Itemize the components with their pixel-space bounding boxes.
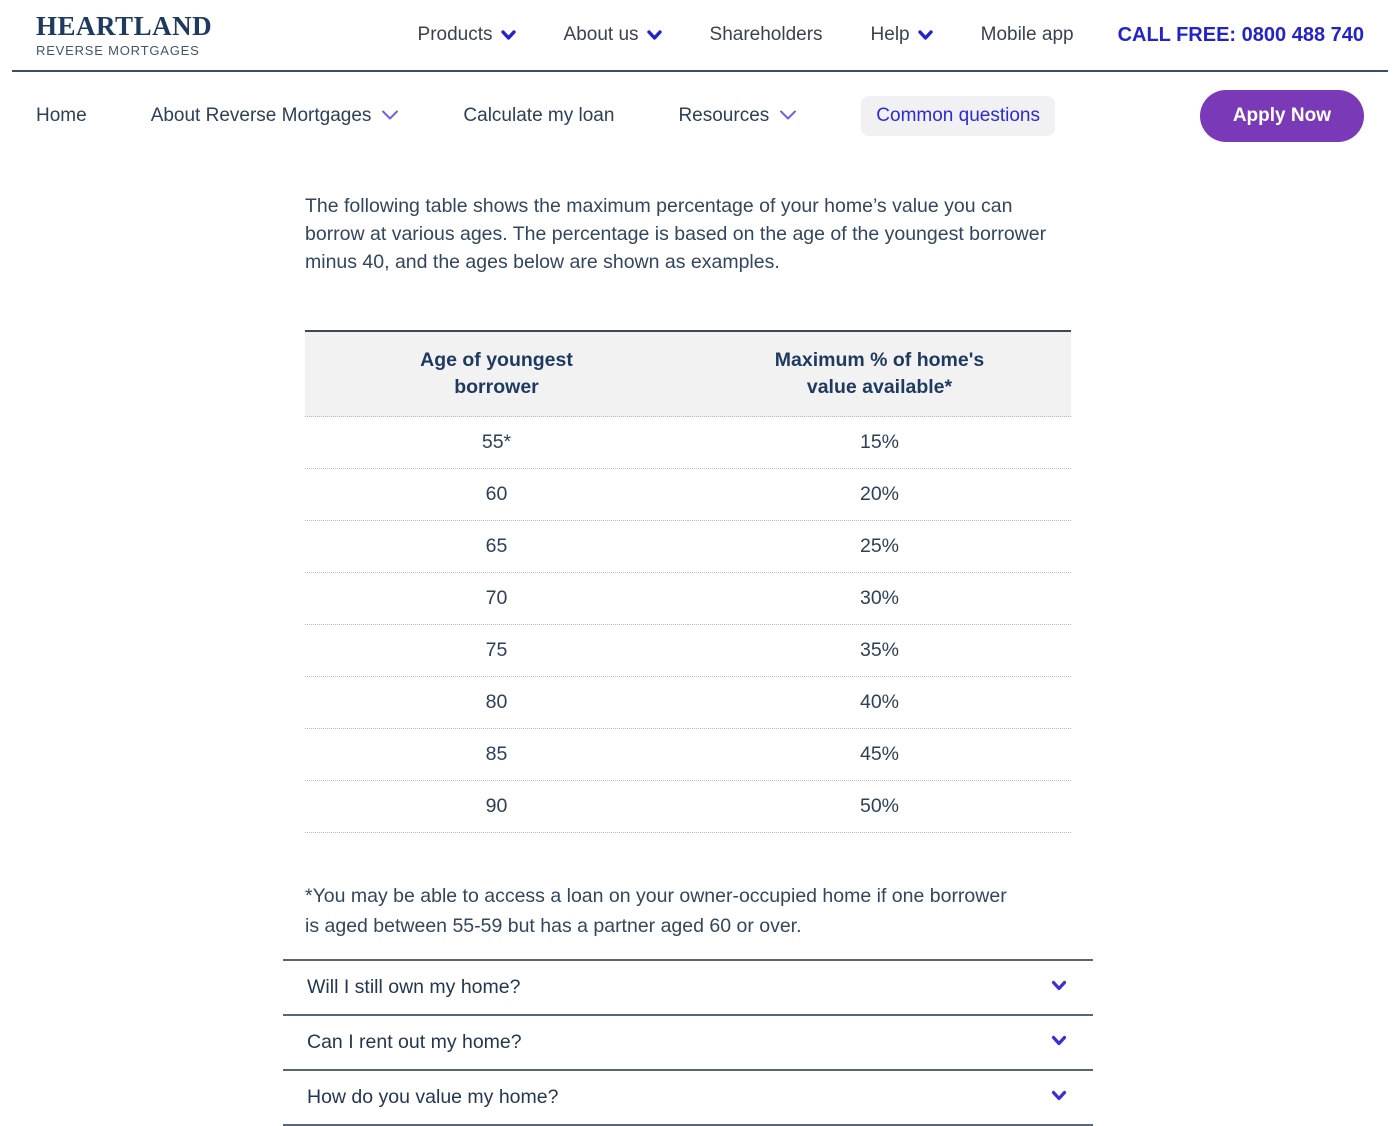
- intro-paragraph: The following table shows the maximum pe…: [305, 195, 1047, 273]
- top-nav-item-label: Shareholders: [709, 24, 823, 45]
- age-cell: 70: [305, 572, 688, 625]
- secondary-nav-item-label: About Reverse Mortgages: [150, 105, 372, 126]
- percent-cell: 15%: [688, 416, 1071, 469]
- age-cell: 60: [305, 468, 688, 521]
- top-nav-item-label: Mobile app: [980, 24, 1074, 45]
- apply-now-button[interactable]: Apply Now: [1199, 90, 1364, 142]
- table-header-row: Age of youngest borrower Maximum % of ho…: [305, 330, 1071, 417]
- age-cell: 55*: [305, 416, 688, 469]
- table-row: 90 50%: [305, 780, 1071, 833]
- table-header-max-percent: Maximum % of home's value available*: [688, 330, 1071, 417]
- table-footnote: *You may be able to access a loan on you…: [305, 885, 1007, 937]
- top-utility-bar: HEARTLAND REVERSE MORTGAGES Products Abo…: [12, 0, 1388, 72]
- loan-percentage-table: Age of youngest borrower Maximum % of ho…: [305, 330, 1071, 833]
- age-cell: 65: [305, 520, 688, 573]
- chevron-down-icon: [1051, 979, 1067, 997]
- accordion-question-label: Can I rent out my home?: [307, 1031, 522, 1053]
- top-nav-item-label: About us: [563, 24, 639, 45]
- percent-cell: 30%: [688, 572, 1071, 625]
- table-row: 80 40%: [305, 676, 1071, 729]
- accordion-question-label: Will I still own my home?: [307, 976, 521, 998]
- secondary-nav-item-common-questions-active[interactable]: Common questions: [861, 96, 1055, 136]
- faq-accordion: Will I still own my home? Can I rent out…: [283, 959, 1093, 1126]
- percent-cell: 40%: [688, 676, 1071, 729]
- percent-cell: 20%: [688, 468, 1071, 521]
- chevron-down-icon: [381, 105, 399, 127]
- top-nav-item-mobile-app[interactable]: Mobile app: [981, 24, 1074, 46]
- brand-logo[interactable]: HEARTLAND REVERSE MORTGAGES: [36, 11, 213, 58]
- secondary-nav-item-label: Resources: [678, 105, 770, 126]
- age-cell: 90: [305, 780, 688, 833]
- accordion-item-own-my-home[interactable]: Will I still own my home?: [283, 959, 1093, 1014]
- chevron-down-icon: [500, 29, 516, 41]
- secondary-nav-item-home[interactable]: Home: [36, 105, 87, 127]
- age-cell: 80: [305, 676, 688, 729]
- table-row: 55* 15%: [305, 416, 1071, 469]
- chevron-down-icon: [646, 29, 662, 41]
- percent-cell: 25%: [688, 520, 1071, 573]
- secondary-nav-item-about-reverse-mortgages[interactable]: About Reverse Mortgages: [151, 105, 400, 127]
- top-nav-item-label: Products: [417, 24, 493, 45]
- table-header-age: Age of youngest borrower: [305, 330, 688, 417]
- secondary-nav-item-label: Calculate my loan: [463, 105, 615, 126]
- top-nav-item-label: Help: [870, 24, 910, 45]
- top-nav-item-products[interactable]: Products: [418, 24, 516, 46]
- age-cell: 85: [305, 728, 688, 781]
- chevron-down-icon: [1051, 1089, 1067, 1107]
- call-free-phone-link[interactable]: CALL FREE: 0800 488 740: [1117, 23, 1364, 46]
- brand-tagline: REVERSE MORTGAGES: [36, 42, 200, 58]
- chevron-down-icon: [779, 105, 797, 127]
- percent-cell: 45%: [688, 728, 1071, 781]
- percent-cell: 50%: [688, 780, 1071, 833]
- table-row: 65 25%: [305, 520, 1071, 573]
- top-nav-item-about-us[interactable]: About us: [564, 24, 662, 46]
- chevron-down-icon: [1051, 1034, 1067, 1052]
- chevron-down-icon: [917, 29, 933, 41]
- table-row: 60 20%: [305, 468, 1071, 521]
- main-content: The following table shows the maximum pe…: [283, 192, 1093, 1126]
- accordion-question-label: How do you value my home?: [307, 1086, 559, 1108]
- secondary-nav: Home About Reverse Mortgages Calculate m…: [0, 72, 1400, 160]
- secondary-nav-item-calculate-my-loan[interactable]: Calculate my loan: [463, 105, 614, 127]
- table-row: 70 30%: [305, 572, 1071, 625]
- brand-name: HEARTLAND: [36, 11, 213, 42]
- secondary-nav-item-resources[interactable]: Resources: [678, 105, 797, 127]
- table-row: 85 45%: [305, 728, 1071, 781]
- percent-cell: 35%: [688, 624, 1071, 677]
- accordion-item-value-my-home[interactable]: How do you value my home?: [283, 1069, 1093, 1126]
- table-row: 75 35%: [305, 624, 1071, 677]
- accordion-item-rent-out-my-home[interactable]: Can I rent out my home?: [283, 1014, 1093, 1069]
- secondary-nav-item-label: Home: [36, 105, 87, 126]
- top-nav-item-help[interactable]: Help: [871, 24, 933, 46]
- age-cell: 75: [305, 624, 688, 677]
- top-nav: Products About us Shareholders Help Mobi…: [418, 24, 1074, 46]
- top-nav-item-shareholders[interactable]: Shareholders: [710, 24, 823, 46]
